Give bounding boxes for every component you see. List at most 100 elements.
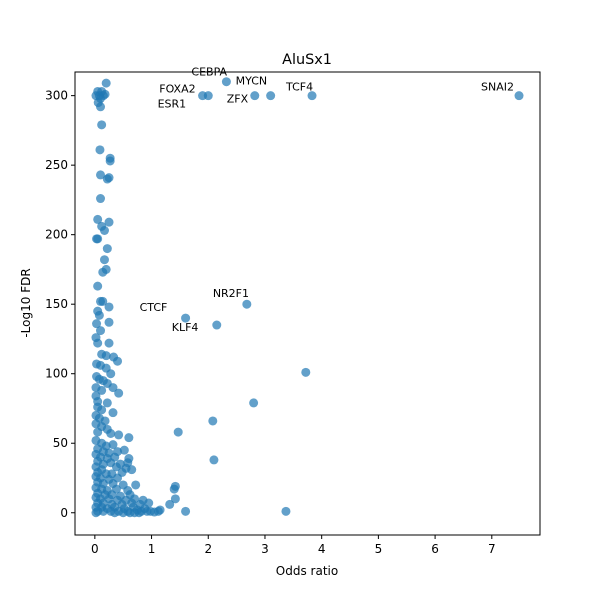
- data-point: [105, 156, 115, 166]
- x-tick-label: 6: [431, 542, 439, 556]
- data-point: [102, 398, 112, 408]
- data-point: [99, 226, 109, 236]
- x-tick-label: 3: [261, 542, 269, 556]
- data-point: [96, 170, 106, 180]
- annotation-esr1: ESR1: [158, 98, 187, 111]
- data-point: [92, 319, 102, 329]
- data-point: [170, 494, 180, 504]
- data-point: [104, 302, 114, 312]
- data-point: [113, 356, 123, 366]
- data-point: [130, 508, 140, 518]
- data-point: [108, 440, 118, 450]
- data-point-nr2f1: [242, 299, 252, 309]
- data-point-klf4: [212, 320, 222, 330]
- y-tick-label: 300: [45, 89, 68, 103]
- data-point: [98, 506, 108, 516]
- data-point: [104, 217, 114, 227]
- data-point: [173, 427, 183, 437]
- data-point: [101, 351, 111, 361]
- data-point: [97, 120, 107, 130]
- data-point: [102, 244, 112, 254]
- data-point: [127, 465, 137, 475]
- data-point: [119, 445, 129, 455]
- data-point-snai2: [514, 91, 524, 101]
- data-point: [97, 385, 107, 395]
- annotation-zfx: ZFX: [227, 93, 249, 106]
- data-point: [108, 383, 118, 393]
- data-point-zfx: [250, 91, 260, 101]
- y-axis-ticks: 0 50 100 150 200 250 300: [45, 89, 75, 520]
- y-tick-label: 250: [45, 158, 68, 172]
- data-point: [108, 408, 118, 418]
- data-point: [181, 506, 191, 516]
- annotation-ctcf: CTCF: [140, 301, 168, 314]
- annotation-klf4: KLF4: [172, 321, 199, 334]
- data-point: [208, 416, 218, 426]
- x-tick-label: 5: [375, 542, 383, 556]
- chart-title: AluSx1: [282, 52, 332, 68]
- data-point: [101, 78, 111, 88]
- data-point: [93, 338, 103, 348]
- data-point: [165, 499, 175, 509]
- y-axis-label: -Log10 FDR: [19, 268, 33, 337]
- data-point: [136, 506, 146, 516]
- x-tick-label: 7: [488, 542, 496, 556]
- data-point: [131, 480, 141, 490]
- data-point: [96, 102, 106, 112]
- data-point: [104, 338, 114, 348]
- data-point: [118, 508, 128, 518]
- data-point: [106, 429, 116, 439]
- x-tick-label: 1: [148, 542, 156, 556]
- annotations-layer: SNAI2TCF4MYCNZFXCEBPAFOXA2ESR1NR2F1CTCFK…: [140, 66, 514, 334]
- x-tick-label: 4: [318, 542, 326, 556]
- data-point: [98, 267, 108, 277]
- x-tick-label: 2: [204, 542, 212, 556]
- data-point: [95, 145, 105, 155]
- data-point: [104, 317, 114, 327]
- data-point: [93, 234, 103, 244]
- data-point: [97, 405, 107, 415]
- data-point: [96, 194, 106, 204]
- data-point: [209, 455, 219, 465]
- points-layer: [91, 77, 524, 518]
- data-point: [110, 508, 120, 518]
- data-point: [93, 427, 103, 437]
- data-point: [114, 388, 124, 398]
- data-point: [281, 506, 291, 516]
- data-point-esr1: [198, 91, 208, 101]
- data-point: [98, 296, 108, 306]
- x-axis-label: Odds ratio: [276, 564, 338, 578]
- data-point-mycn: [266, 91, 276, 101]
- annotation-snai2: SNAI2: [481, 81, 514, 94]
- annotation-mycn: MYCN: [236, 75, 268, 88]
- data-point: [104, 173, 114, 183]
- annotation-foxa2: FOXA2: [159, 83, 195, 96]
- annotation-tcf4: TCF4: [285, 81, 313, 94]
- y-tick-label: 100: [45, 367, 68, 381]
- data-point: [106, 369, 116, 379]
- data-point: [249, 398, 259, 408]
- data-point: [124, 433, 134, 443]
- data-point: [91, 508, 101, 518]
- annotation-nr2f1: NR2F1: [213, 287, 249, 300]
- x-tick-label: 0: [91, 542, 99, 556]
- y-tick-label: 200: [45, 228, 68, 242]
- data-point: [169, 484, 179, 494]
- y-tick-label: 150: [45, 297, 68, 311]
- data-point: [96, 326, 106, 336]
- x-axis-ticks: 0 1 2 3 4 5 6 7: [91, 535, 496, 556]
- data-point: [114, 430, 124, 440]
- data-point-tcf4: [307, 91, 317, 101]
- data-point: [93, 281, 103, 291]
- data-point: [111, 462, 121, 472]
- data-point-cebpa: [221, 77, 231, 87]
- y-tick-label: 0: [60, 506, 68, 520]
- data-point-ctcf: [181, 313, 191, 323]
- y-tick-label: 50: [53, 436, 68, 450]
- data-point: [93, 214, 103, 224]
- plot-frame: [74, 71, 541, 536]
- data-point: [99, 255, 109, 265]
- data-point: [94, 310, 104, 320]
